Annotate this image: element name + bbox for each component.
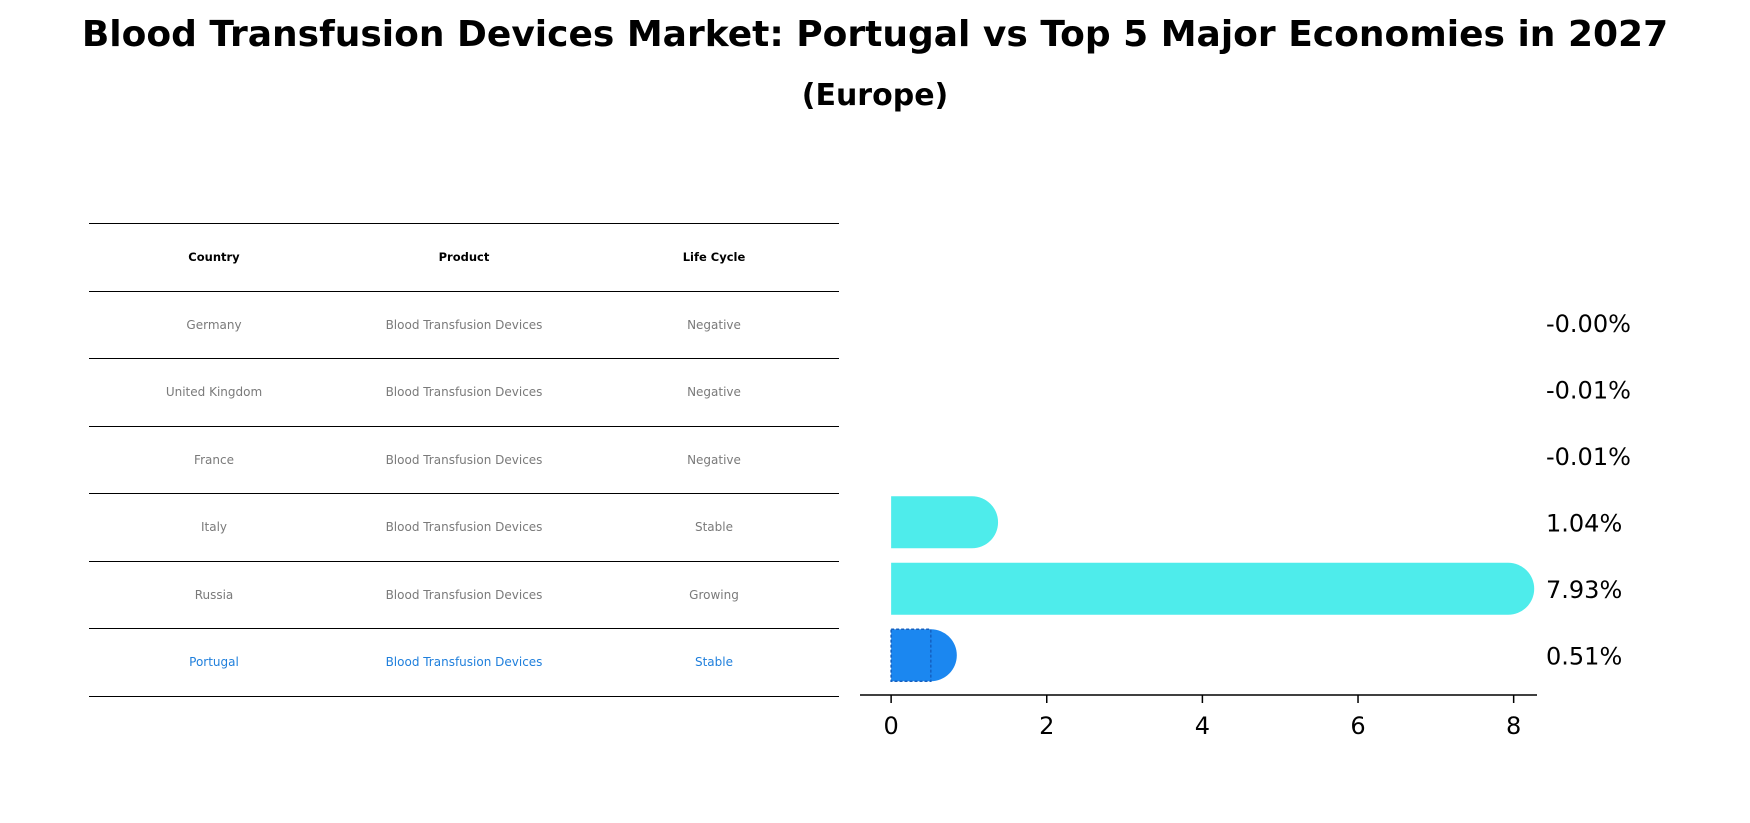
value-label: 0.51% xyxy=(1546,642,1622,670)
value-label: -0.01% xyxy=(1546,443,1631,471)
cell-product: Blood Transfusion Devices xyxy=(385,385,543,400)
chart-subtitle: (Europe) xyxy=(801,78,949,113)
header-product: Product xyxy=(438,250,490,265)
cell-country: United Kingdom xyxy=(165,385,263,400)
bar-portugal xyxy=(891,629,957,682)
bar-italy xyxy=(891,496,999,549)
cell-life-cycle: Growing xyxy=(689,587,739,602)
cell-product: Blood Transfusion Devices xyxy=(385,587,543,602)
value-label: -0.01% xyxy=(1546,376,1631,404)
cell-life-cycle: Negative xyxy=(687,317,741,332)
cell-country: France xyxy=(194,452,234,467)
cell-product: Blood Transfusion Devices xyxy=(385,452,543,467)
value-label: 7.93% xyxy=(1546,576,1622,604)
cell-life-cycle: Stable xyxy=(694,520,733,535)
table-row: Germany Blood Transfusion Devices Negati… xyxy=(89,290,839,359)
cell-life-cycle: Negative xyxy=(687,452,741,467)
bar-highlight-outline xyxy=(890,628,932,682)
table-row: Italy Blood Transfusion Devices Stable xyxy=(89,493,839,561)
table-row: United Kingdom Blood Transfusion Devices… xyxy=(89,358,839,426)
table-row: France Blood Transfusion Devices Negativ… xyxy=(89,425,839,494)
header-country: Country xyxy=(188,250,240,265)
cell-product: Blood Transfusion Devices xyxy=(385,317,543,332)
x-tick-label: 0 xyxy=(883,712,898,740)
cell-country: Portugal xyxy=(189,655,239,670)
cell-life-cycle: Stable xyxy=(694,655,733,670)
value-label: -0.00% xyxy=(1546,310,1631,338)
cell-life-cycle: Negative xyxy=(687,385,741,400)
cell-country: Italy xyxy=(200,520,228,535)
chart-title: Blood Transfusion Devices Market: Portug… xyxy=(81,14,1669,55)
data-table: Country Product Life Cycle Germany Blood… xyxy=(89,223,839,697)
cell-country: Germany xyxy=(186,317,242,332)
cell-product: Blood Transfusion Devices xyxy=(385,655,543,670)
value-label: 1.04% xyxy=(1546,509,1622,537)
table-row: Russia Blood Transfusion Devices Growing xyxy=(89,560,839,629)
x-tick-label: 6 xyxy=(1350,712,1365,740)
x-tick-label: 8 xyxy=(1506,712,1521,740)
table-header: Country Product Life Cycle xyxy=(89,223,839,291)
cell-country: Russia xyxy=(194,587,234,602)
x-tick-label: 2 xyxy=(1039,712,1054,740)
table-row-highlighted: Portugal Blood Transfusion Devices Stabl… xyxy=(89,628,839,697)
header-life-cycle: Life Cycle xyxy=(682,250,746,265)
bar-russia xyxy=(891,562,1535,615)
x-tick-label: 4 xyxy=(1195,712,1210,740)
cell-product: Blood Transfusion Devices xyxy=(385,520,543,535)
